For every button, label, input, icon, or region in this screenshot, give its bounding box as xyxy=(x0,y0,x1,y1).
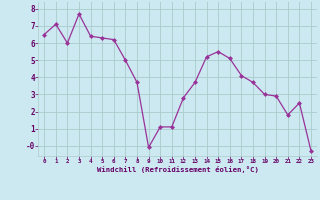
X-axis label: Windchill (Refroidissement éolien,°C): Windchill (Refroidissement éolien,°C) xyxy=(97,166,259,173)
